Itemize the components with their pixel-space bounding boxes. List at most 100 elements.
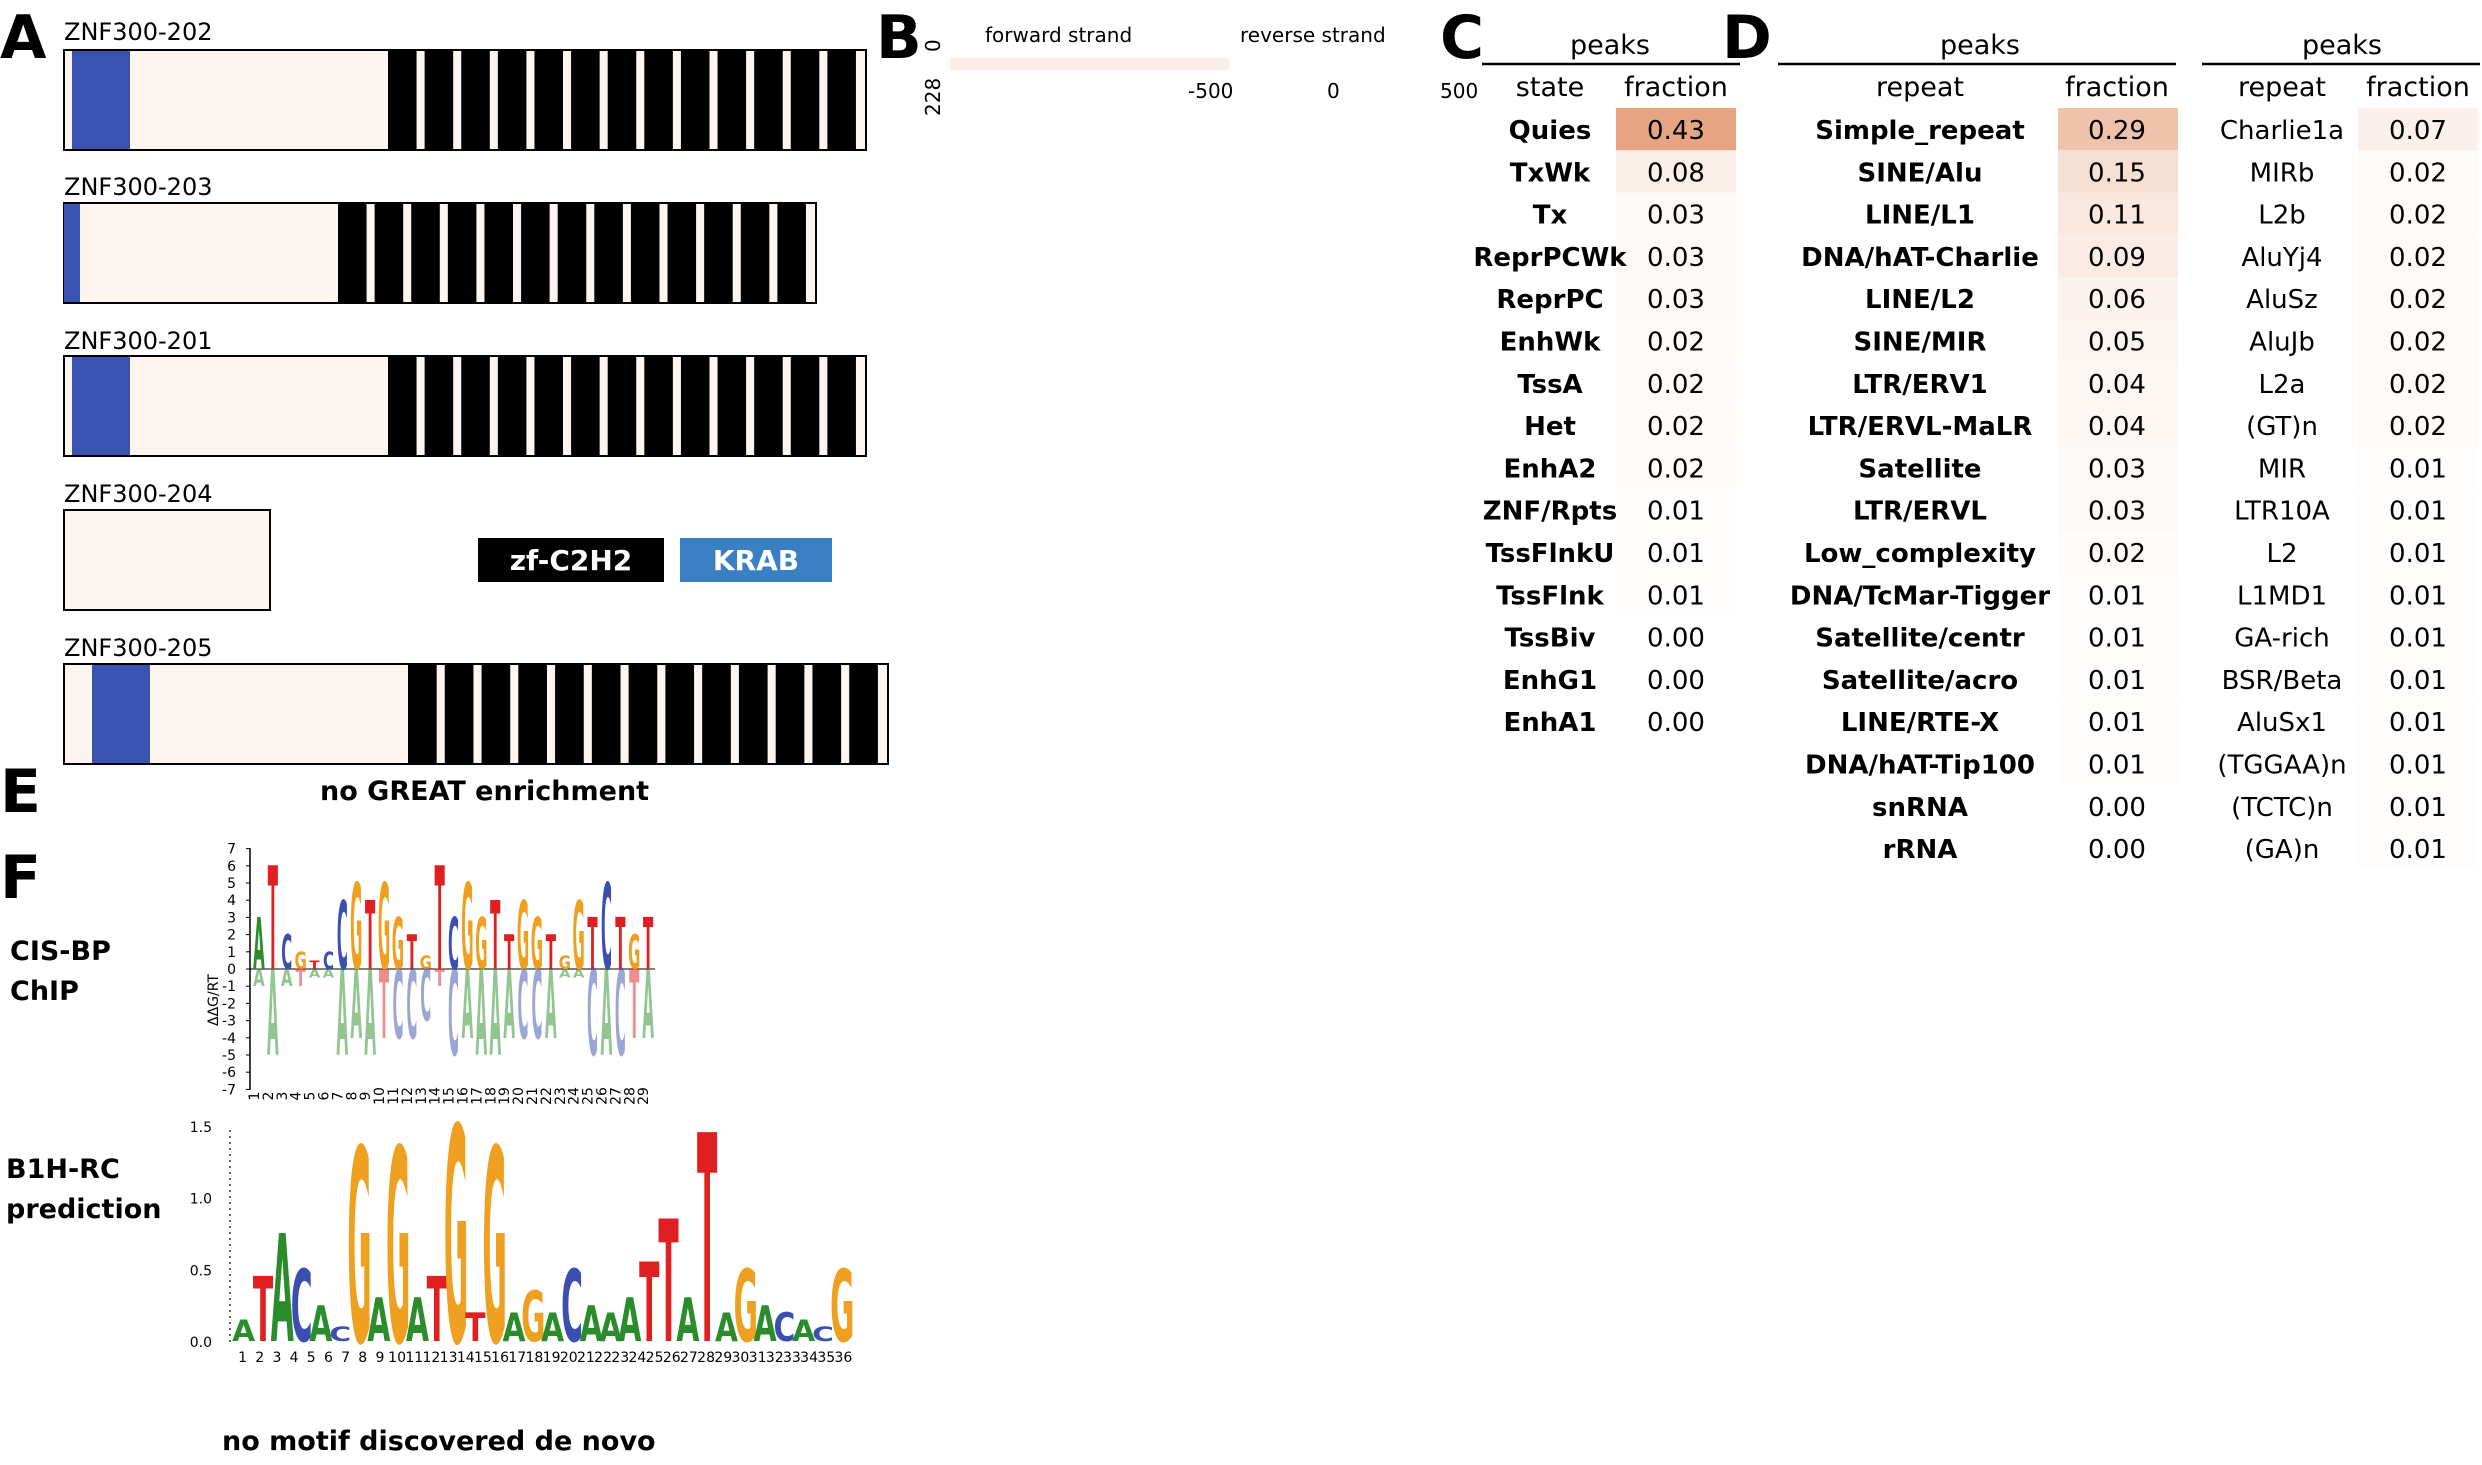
b1h-letter: A — [232, 1313, 255, 1348]
krab-domain — [64, 204, 80, 302]
zf-c2h2-domain — [338, 203, 367, 303]
fraction-cell — [1616, 657, 1736, 701]
b1h-x-tick: 31 — [749, 1350, 767, 1366]
b1h-letter: A — [754, 1295, 777, 1353]
panel-letter-d: D — [1722, 3, 1772, 73]
fraction-value: 0.01 — [2088, 751, 2146, 781]
fraction-value: 0.00 — [2088, 793, 2146, 823]
zf-c2h2-domain — [775, 664, 805, 764]
cisbp-x-tick: 22 — [539, 1087, 555, 1105]
cisbp-y-tick: 0 — [227, 962, 236, 978]
repeat-family-label: rRNA — [1883, 835, 1958, 865]
cisbp-letter-bottom: A — [309, 967, 321, 981]
fraction-value: 0.02 — [2389, 285, 2447, 315]
state-label: TssFlnkU — [1486, 539, 1615, 569]
cisbp-label: CIS-BP — [10, 936, 111, 967]
fraction-cell — [2058, 277, 2178, 320]
cisbp-x-tick: 19 — [497, 1087, 513, 1105]
y-bottom-label: 228 — [921, 78, 945, 116]
b1h-y-tick: 0.5 — [190, 1263, 212, 1279]
b1h-x-tick: 12 — [423, 1350, 441, 1366]
cisbp-x-tick: 6 — [316, 1091, 332, 1100]
b1h-x-tick: 10 — [388, 1350, 406, 1366]
cisbp-x-tick: 2 — [261, 1092, 277, 1101]
repeat-element-label: BSR/Beta — [2222, 666, 2343, 696]
b1h-x-tick: 18 — [526, 1350, 544, 1366]
legend-zf-label: zf-C2H2 — [510, 544, 633, 577]
cisbp-letter-top: C — [281, 926, 292, 981]
fraction-cell — [2058, 531, 2178, 574]
cisbp-letter-top: G — [350, 860, 362, 997]
repeat-family-label: snRNA — [1872, 793, 1968, 823]
fraction-cell — [2358, 742, 2478, 785]
column-header-fraction: fraction — [2065, 72, 2169, 103]
cisbp-y-tick: 6 — [227, 859, 236, 875]
panel-f-labels: CIS-BP ChIP B1H-RC prediction no motif d… — [6, 936, 656, 1457]
repeat-element-label: MIRb — [2250, 158, 2315, 188]
panel-letter-f: F — [0, 843, 41, 913]
fraction-cell — [2358, 531, 2478, 574]
state-label: TxWk — [1510, 158, 1591, 188]
b1h-x-tick: 29 — [714, 1350, 732, 1366]
fraction-cell — [2358, 404, 2478, 447]
repeat-element-label: AluSx1 — [2237, 708, 2327, 738]
fraction-value: 0.03 — [1647, 285, 1705, 315]
fraction-cell — [1616, 319, 1736, 362]
heatmap-strip — [950, 58, 1230, 70]
b1h-letter: A — [599, 1306, 622, 1351]
b1h-letter: G — [483, 1094, 507, 1405]
b1h-x-tick: 35 — [817, 1350, 835, 1366]
b1h-letter: T — [658, 1186, 678, 1381]
state-label: EnhG1 — [1503, 666, 1597, 696]
zf-c2h2-domain — [790, 50, 820, 150]
cisbp-y-axis-label: ΔΔG/RT — [206, 974, 222, 1026]
repeat-family-label: SINE/Alu — [1858, 158, 1983, 188]
cisbp-logo: ΔΔG/RT 76543210-1-2-3-4-5-6-7AA1TA2CA3GT… — [206, 837, 655, 1105]
fraction-value: 0.04 — [2088, 412, 2146, 442]
zf-c2h2-domain — [408, 664, 437, 764]
b1h-x-tick: 3 — [272, 1350, 281, 1366]
x-tick-0: 0 — [1327, 79, 1340, 103]
cisbp-y-tick: 7 — [227, 842, 236, 858]
cisbp-letter-bottom: C — [392, 951, 403, 1061]
cisbp-letter-bottom: T — [296, 965, 307, 992]
fraction-value: 0.00 — [1647, 708, 1705, 738]
isoform-diagrams: ZNF300-202 ZNF300-203 ZNF300-201 ZNF300-… — [63, 18, 889, 765]
fraction-cell — [1616, 531, 1736, 574]
isoform-name: ZNF300-204 — [64, 480, 212, 508]
zf-c2h2-domain — [717, 356, 747, 456]
x-tick-500: 500 — [1440, 79, 1478, 103]
b1h-x-tick: 15 — [474, 1350, 492, 1366]
cisbp-x-tick: 5 — [303, 1092, 319, 1101]
fraction-value: 0.00 — [1647, 666, 1705, 696]
cisbp-letter-bottom: A — [350, 951, 362, 1061]
repeat-element-label: L2 — [2266, 539, 2297, 569]
zf-c2h2-domain — [644, 50, 673, 150]
krab-domain — [72, 357, 130, 455]
zf-c2h2-domain — [667, 203, 697, 303]
fraction-value: 0.15 — [2088, 158, 2146, 188]
cisbp-x-tick: 7 — [330, 1092, 346, 1101]
fraction-cell — [1616, 192, 1736, 235]
cisbp-letter-bottom: A — [642, 951, 654, 1061]
zf-c2h2-domain — [388, 356, 417, 456]
fraction-cell — [2358, 277, 2478, 320]
b1h-letter: A — [271, 1205, 294, 1377]
cisbp-letter-top: G — [378, 860, 390, 997]
cisbp-letter-bottom: T — [435, 965, 446, 992]
cisbp-letter-top: T — [504, 926, 514, 981]
state-label: TssBiv — [1505, 624, 1596, 654]
cisbp-letter-bottom: C — [531, 951, 542, 1061]
fraction-cell — [1616, 446, 1736, 489]
b1h-x-tick: 25 — [646, 1350, 664, 1366]
b1h-y-tick: 1.0 — [190, 1192, 212, 1208]
zf-c2h2-domain — [827, 50, 856, 150]
isoform-name: ZNF300-205 — [64, 634, 212, 662]
b1h-letter: A — [367, 1287, 390, 1357]
cisbp-letter-top: G — [420, 952, 432, 974]
repeat-family-label: Satellite/acro — [1822, 666, 2018, 696]
b1h-letter: T — [465, 1306, 485, 1351]
b1h-letter: A — [792, 1313, 815, 1348]
cisbp-y-tick: -2 — [222, 996, 236, 1012]
fraction-value: 0.01 — [2389, 835, 2447, 865]
